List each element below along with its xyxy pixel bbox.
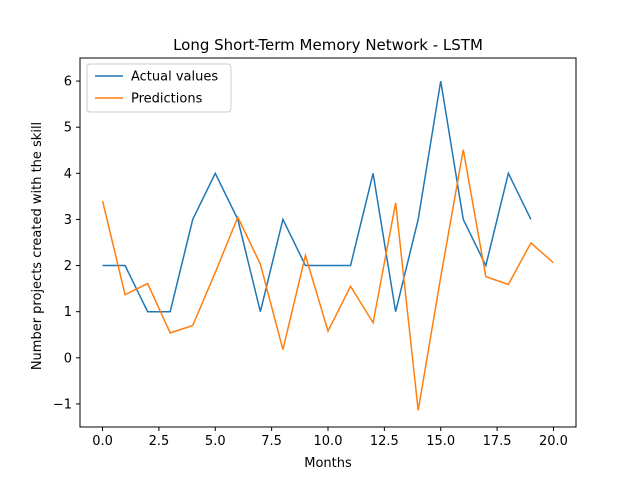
legend: Actual values Predictions [86,63,232,113]
legend-label-2: Predictions [131,92,203,107]
x-axis-title: Months [304,456,352,471]
y-tick-label: 1 [64,305,72,320]
y-tick-label: 3 [64,213,72,228]
x-tick-label: 10.0 [314,434,343,449]
x-tick-label: 0.0 [92,434,113,449]
y-axis-title: Number projects created with the skill [30,122,45,370]
y-tick-label: 4 [64,167,72,182]
x-tick-label: 20.0 [539,434,568,449]
legend-label-1: Actual values [131,70,218,85]
y-tick-label: 5 [64,121,72,136]
y-axis: −1 0 1 2 3 4 5 6 [53,75,80,412]
series-line-1 [102,80,532,313]
y-tick-label: −1 [53,397,72,412]
y-tick-label: 2 [64,259,72,274]
x-tick-label: 2.5 [149,434,170,449]
chart-title: Long Short-Term Memory Network - LSTM [173,36,483,54]
series-line-2 [101,149,554,411]
series-layer [101,80,554,411]
x-axis: 0.0 2.5 5.0 7.5 10.0 12.5 15.0 17.5 20.0 [92,427,568,449]
y-tick-label: 6 [64,75,72,90]
y-tick-label: 0 [64,351,72,366]
x-tick-label: 5.0 [205,434,226,449]
x-tick-label: 17.5 [483,434,512,449]
x-tick-label: 12.5 [370,434,399,449]
x-tick-label: 15.0 [426,434,455,449]
x-tick-label: 7.5 [261,434,282,449]
